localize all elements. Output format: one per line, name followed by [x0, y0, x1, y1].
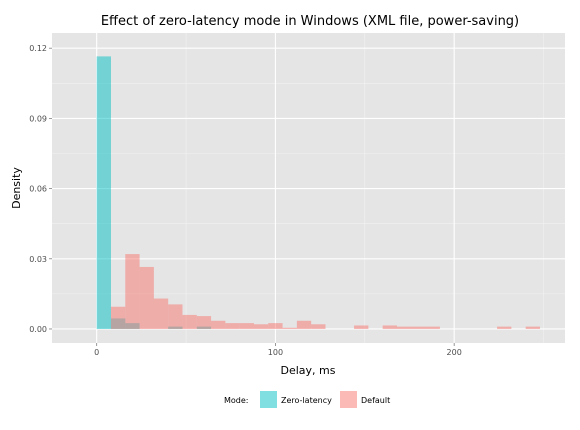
x-tick-label-1: 100 — [268, 348, 283, 357]
bar-default-9 — [239, 323, 254, 329]
legend-key-zero-latency — [260, 391, 277, 408]
y-axis-title: Density — [10, 167, 23, 209]
bar-default-7 — [211, 320, 226, 329]
bar-default-5 — [182, 314, 197, 329]
legend-title: Mode: — [224, 396, 249, 405]
bar-default-16 — [382, 325, 397, 329]
bar-default-15 — [354, 325, 369, 329]
bar-default-3 — [153, 298, 169, 329]
bar-default-18 — [411, 326, 426, 329]
y-tick-labels: 0.00 0.03 0.06 0.09 0.12 — [29, 44, 47, 334]
legend-label-zero-latency: Zero-latency — [281, 396, 332, 405]
bar-default-12 — [282, 327, 297, 329]
x-axis-title: Delay, ms — [281, 364, 336, 377]
y-tick-label-1: 0.03 — [29, 255, 47, 264]
bar-default-1 — [125, 254, 140, 329]
bar-default-2 — [139, 266, 154, 329]
bar-default-6 — [196, 316, 212, 329]
bar-default-0 — [110, 306, 126, 329]
x-tick-labels: 0 100 200 — [94, 348, 462, 357]
bar-default-20 — [497, 326, 512, 329]
y-tick-label-2: 0.06 — [29, 185, 47, 194]
histogram-bars — [96, 56, 540, 329]
bar-default-21 — [525, 326, 540, 329]
x-tick-label-2: 200 — [447, 348, 462, 357]
legend: Mode: Zero-latency Default — [224, 391, 390, 408]
legend-label-default: Default — [361, 396, 390, 405]
bar-default-4 — [168, 304, 183, 329]
bar-default-11 — [268, 323, 283, 329]
bar-default-17 — [396, 326, 412, 329]
chart-title: Effect of zero-latency mode in Windows (… — [101, 14, 519, 29]
bar-default-13 — [296, 320, 312, 329]
bar-default-19 — [425, 326, 440, 329]
bar-default-8 — [225, 323, 240, 329]
axis-ticks — [49, 47, 455, 346]
bar-default-14 — [311, 324, 326, 329]
y-tick-label-3: 0.09 — [29, 114, 47, 123]
y-tick-label-4: 0.12 — [29, 44, 47, 53]
bar-zero-latency-0 — [96, 56, 111, 329]
x-tick-label-0: 0 — [94, 348, 99, 357]
y-tick-label-0: 0.00 — [29, 325, 47, 334]
bar-default-10 — [253, 324, 269, 329]
legend-key-default — [340, 391, 357, 408]
